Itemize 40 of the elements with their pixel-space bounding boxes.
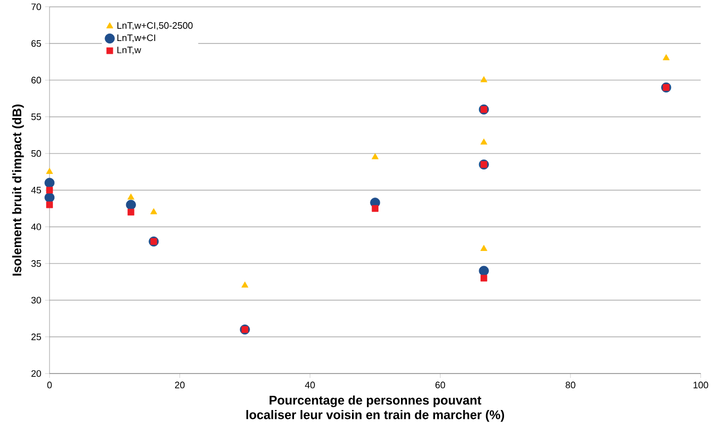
y-tick-label: 65: [31, 40, 42, 47]
point: [480, 76, 488, 82]
point: [126, 200, 136, 210]
point: [44, 178, 55, 188]
point: [150, 208, 158, 214]
x-tick-label: 100: [694, 382, 708, 388]
x-tick-label: 40: [304, 382, 315, 388]
y-tick-label: 35: [31, 260, 42, 267]
point: [480, 244, 488, 251]
legend-label: LnT,w+CI: [117, 34, 156, 42]
point: [127, 193, 134, 200]
y-tick-label: 50: [31, 150, 42, 157]
y-tick-label: 55: [31, 113, 42, 120]
x-tick-label: 80: [566, 382, 576, 388]
x-tick-label: 0: [47, 382, 52, 388]
point: [372, 153, 379, 160]
point: [372, 205, 378, 212]
y-axis-title: Isolement bruit d'impact (dB): [12, 104, 24, 276]
point: [241, 281, 248, 288]
point: [480, 138, 488, 144]
x-tick-label: 20: [175, 382, 185, 388]
point: [46, 168, 53, 174]
y-tick-label: 70: [31, 3, 42, 10]
point: [478, 266, 489, 276]
point: [480, 274, 488, 282]
point: [128, 208, 134, 216]
x-axis-title: Pourcentage de personnes pouvant localiser leur voisin en train de marcher (%): [246, 395, 504, 422]
y-tick-label: 25: [31, 333, 42, 340]
y-tick-label: 60: [31, 76, 42, 84]
y-tick-label: 20: [31, 370, 42, 377]
legend-label: LnT,w+CI,50-2500: [117, 22, 193, 30]
y-tick-label: 30: [31, 296, 42, 304]
point: [46, 201, 53, 208]
point: [46, 186, 53, 194]
x-tick-label: 60: [435, 382, 446, 388]
point: [662, 54, 670, 60]
y-tick-label: 45: [31, 186, 42, 194]
y-tick-label: 40: [31, 223, 42, 230]
legend-label: LnT,w: [117, 46, 142, 54]
point: [44, 192, 55, 202]
